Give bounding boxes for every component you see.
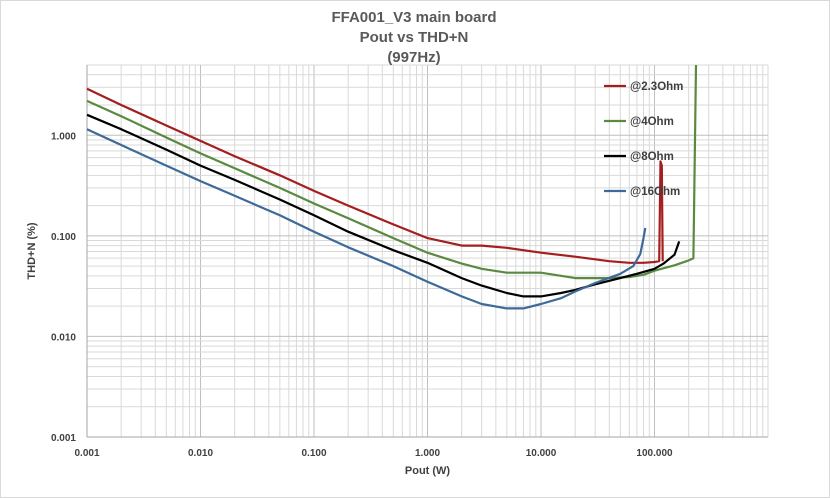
series-line xyxy=(86,87,664,264)
y-tick-label: 0.010 xyxy=(51,332,76,343)
chart-title-line: (997Hz) xyxy=(387,49,440,66)
y-tick-label: 0.001 xyxy=(51,433,76,444)
x-axis-title: Pout (W) xyxy=(405,465,451,477)
axes: 0.001 0.010 0.100 1.000 10.000 100.000 0.001 0.… xyxy=(26,65,768,477)
legend: @2.3Ohm @4Ohm @8Ohm @16Ohm xyxy=(604,81,683,198)
x-tick-label: 0.100 xyxy=(301,448,326,459)
y-axis-title: THD+N (%) xyxy=(26,222,38,279)
legend-label: @2.3Ohm xyxy=(630,81,683,93)
x-tick-label: 0.010 xyxy=(188,448,213,459)
chart-title-line: FFA001_V3 main board xyxy=(331,9,496,26)
legend-label: @16Ohm xyxy=(630,186,680,198)
series-line xyxy=(86,128,647,310)
x-tick-label: 10.000 xyxy=(526,448,557,459)
chart-title-line: Pout vs THD+N xyxy=(360,29,469,46)
x-tick-label: 1.000 xyxy=(415,448,440,459)
series-line xyxy=(86,64,698,280)
series-lines xyxy=(86,64,698,310)
series-line xyxy=(86,113,681,298)
legend-label: @4Ohm xyxy=(630,116,674,128)
legend-label: @8Ohm xyxy=(630,151,674,163)
x-tick-label: 100.000 xyxy=(636,448,673,459)
y-tick-label: 1.000 xyxy=(51,131,76,142)
x-tick-label: 0.001 xyxy=(74,448,99,459)
chart-title: FFA001_V3 main board Pout vs THD+N (997Hz) xyxy=(331,9,496,66)
y-tick-label: 0.100 xyxy=(51,232,76,243)
